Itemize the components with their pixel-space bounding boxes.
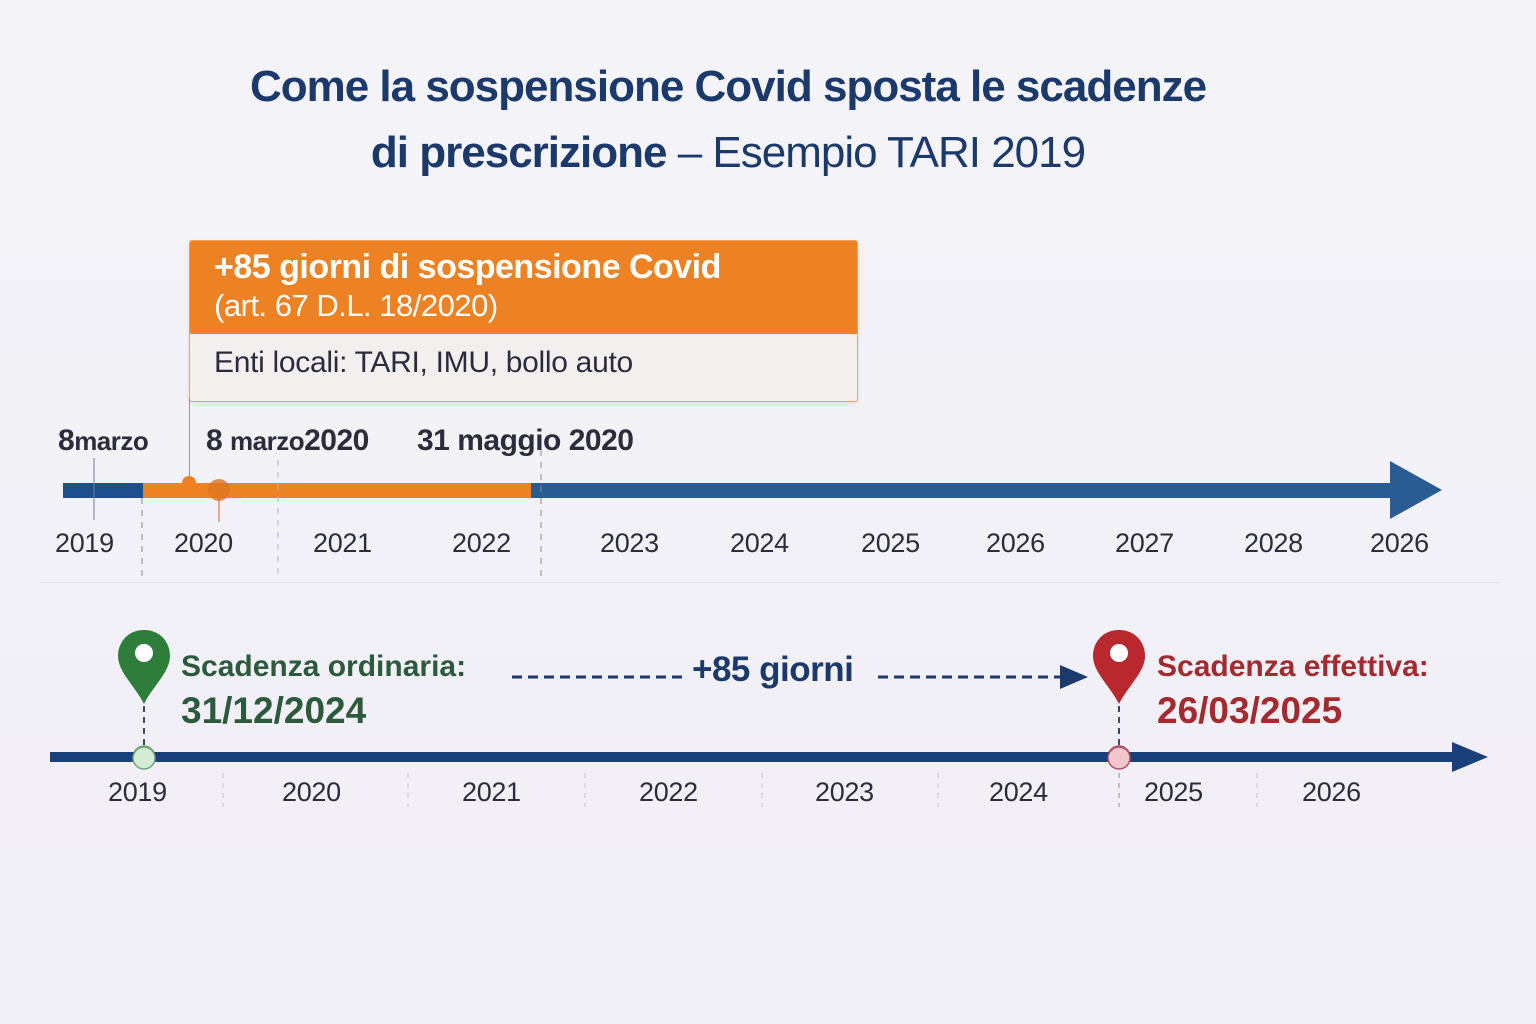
bottom-year-label: 2022 <box>639 777 698 807</box>
top-year-label: 2025 <box>861 528 920 558</box>
callout-heading: +85 giorni di sospensione Covid <box>214 248 721 286</box>
top-year-label: 2022 <box>452 528 511 558</box>
bottom-year-label: 2019 <box>108 777 167 807</box>
callout-leader-line <box>189 398 190 480</box>
callout-header: +85 giorni di sospensione Covid (art. 67… <box>190 241 857 334</box>
title-bold: di prescrizione <box>370 128 668 177</box>
section-divider <box>40 582 1500 583</box>
callout-subheading: (art. 67 D.L. 18/2020) <box>214 288 498 323</box>
top-year-label: 2026 <box>986 528 1045 558</box>
top-year-label: 2021 <box>313 528 372 558</box>
effective-deadline-dot <box>1107 746 1131 770</box>
callout-body: Enti locali: TARI, IMU, bollo auto <box>214 346 633 379</box>
bottom-timeline-axis <box>50 742 1488 807</box>
bottom-year-label: 2024 <box>989 777 1048 807</box>
bottom-year-label: 2020 <box>282 777 341 807</box>
marker-label-8-marzo-2020: 8 marzo2020 <box>206 424 369 457</box>
top-year-label: 2023 <box>600 528 659 558</box>
ordinary-deadline-label: Scadenza ordinaria: <box>181 650 467 683</box>
title-subtitle: – Esempio TARI 2019 <box>666 128 1086 177</box>
extension-label: +85 giorni <box>692 650 854 689</box>
top-year-label: 2024 <box>730 528 789 558</box>
effective-deadline-label: Scadenza effettiva: <box>1157 650 1429 683</box>
title-line-1: Come la sospensione Covid sposta le scad… <box>249 62 1207 111</box>
top-year-label: 2020 <box>174 528 233 558</box>
covid-suspension-callout: +85 giorni di sospensione Covid (art. 67… <box>189 240 858 402</box>
bottom-year-label: 2026 <box>1302 777 1361 807</box>
bottom-year-label: 2021 <box>462 777 521 807</box>
marker-label-8-marzo: 8marzo <box>58 424 149 457</box>
title-line-2: di prescrizione – Esempio TARI 2019 <box>0 128 1456 178</box>
top-year-label: 2027 <box>1115 528 1174 558</box>
top-year-label: 2028 <box>1244 528 1303 558</box>
top-timeline-axis <box>63 450 1442 580</box>
arrow-head-icon <box>1452 742 1488 772</box>
bottom-year-label: 2025 <box>1144 777 1203 807</box>
arrow-head-icon <box>1390 461 1442 519</box>
ordinary-deadline-dot <box>132 746 156 770</box>
top-year-label: 2019 <box>55 528 114 558</box>
marker-label-31-maggio-2020: 31 maggio 2020 <box>417 424 634 457</box>
top-year-label: 2026 <box>1370 528 1429 558</box>
ordinary-deadline-date: 31/12/2024 <box>181 690 367 731</box>
effective-deadline-date: 26/03/2025 <box>1157 690 1343 731</box>
arrow-head-icon <box>1060 665 1088 689</box>
bottom-year-label: 2023 <box>815 777 874 807</box>
extension-dashed-arrow <box>512 665 1088 689</box>
